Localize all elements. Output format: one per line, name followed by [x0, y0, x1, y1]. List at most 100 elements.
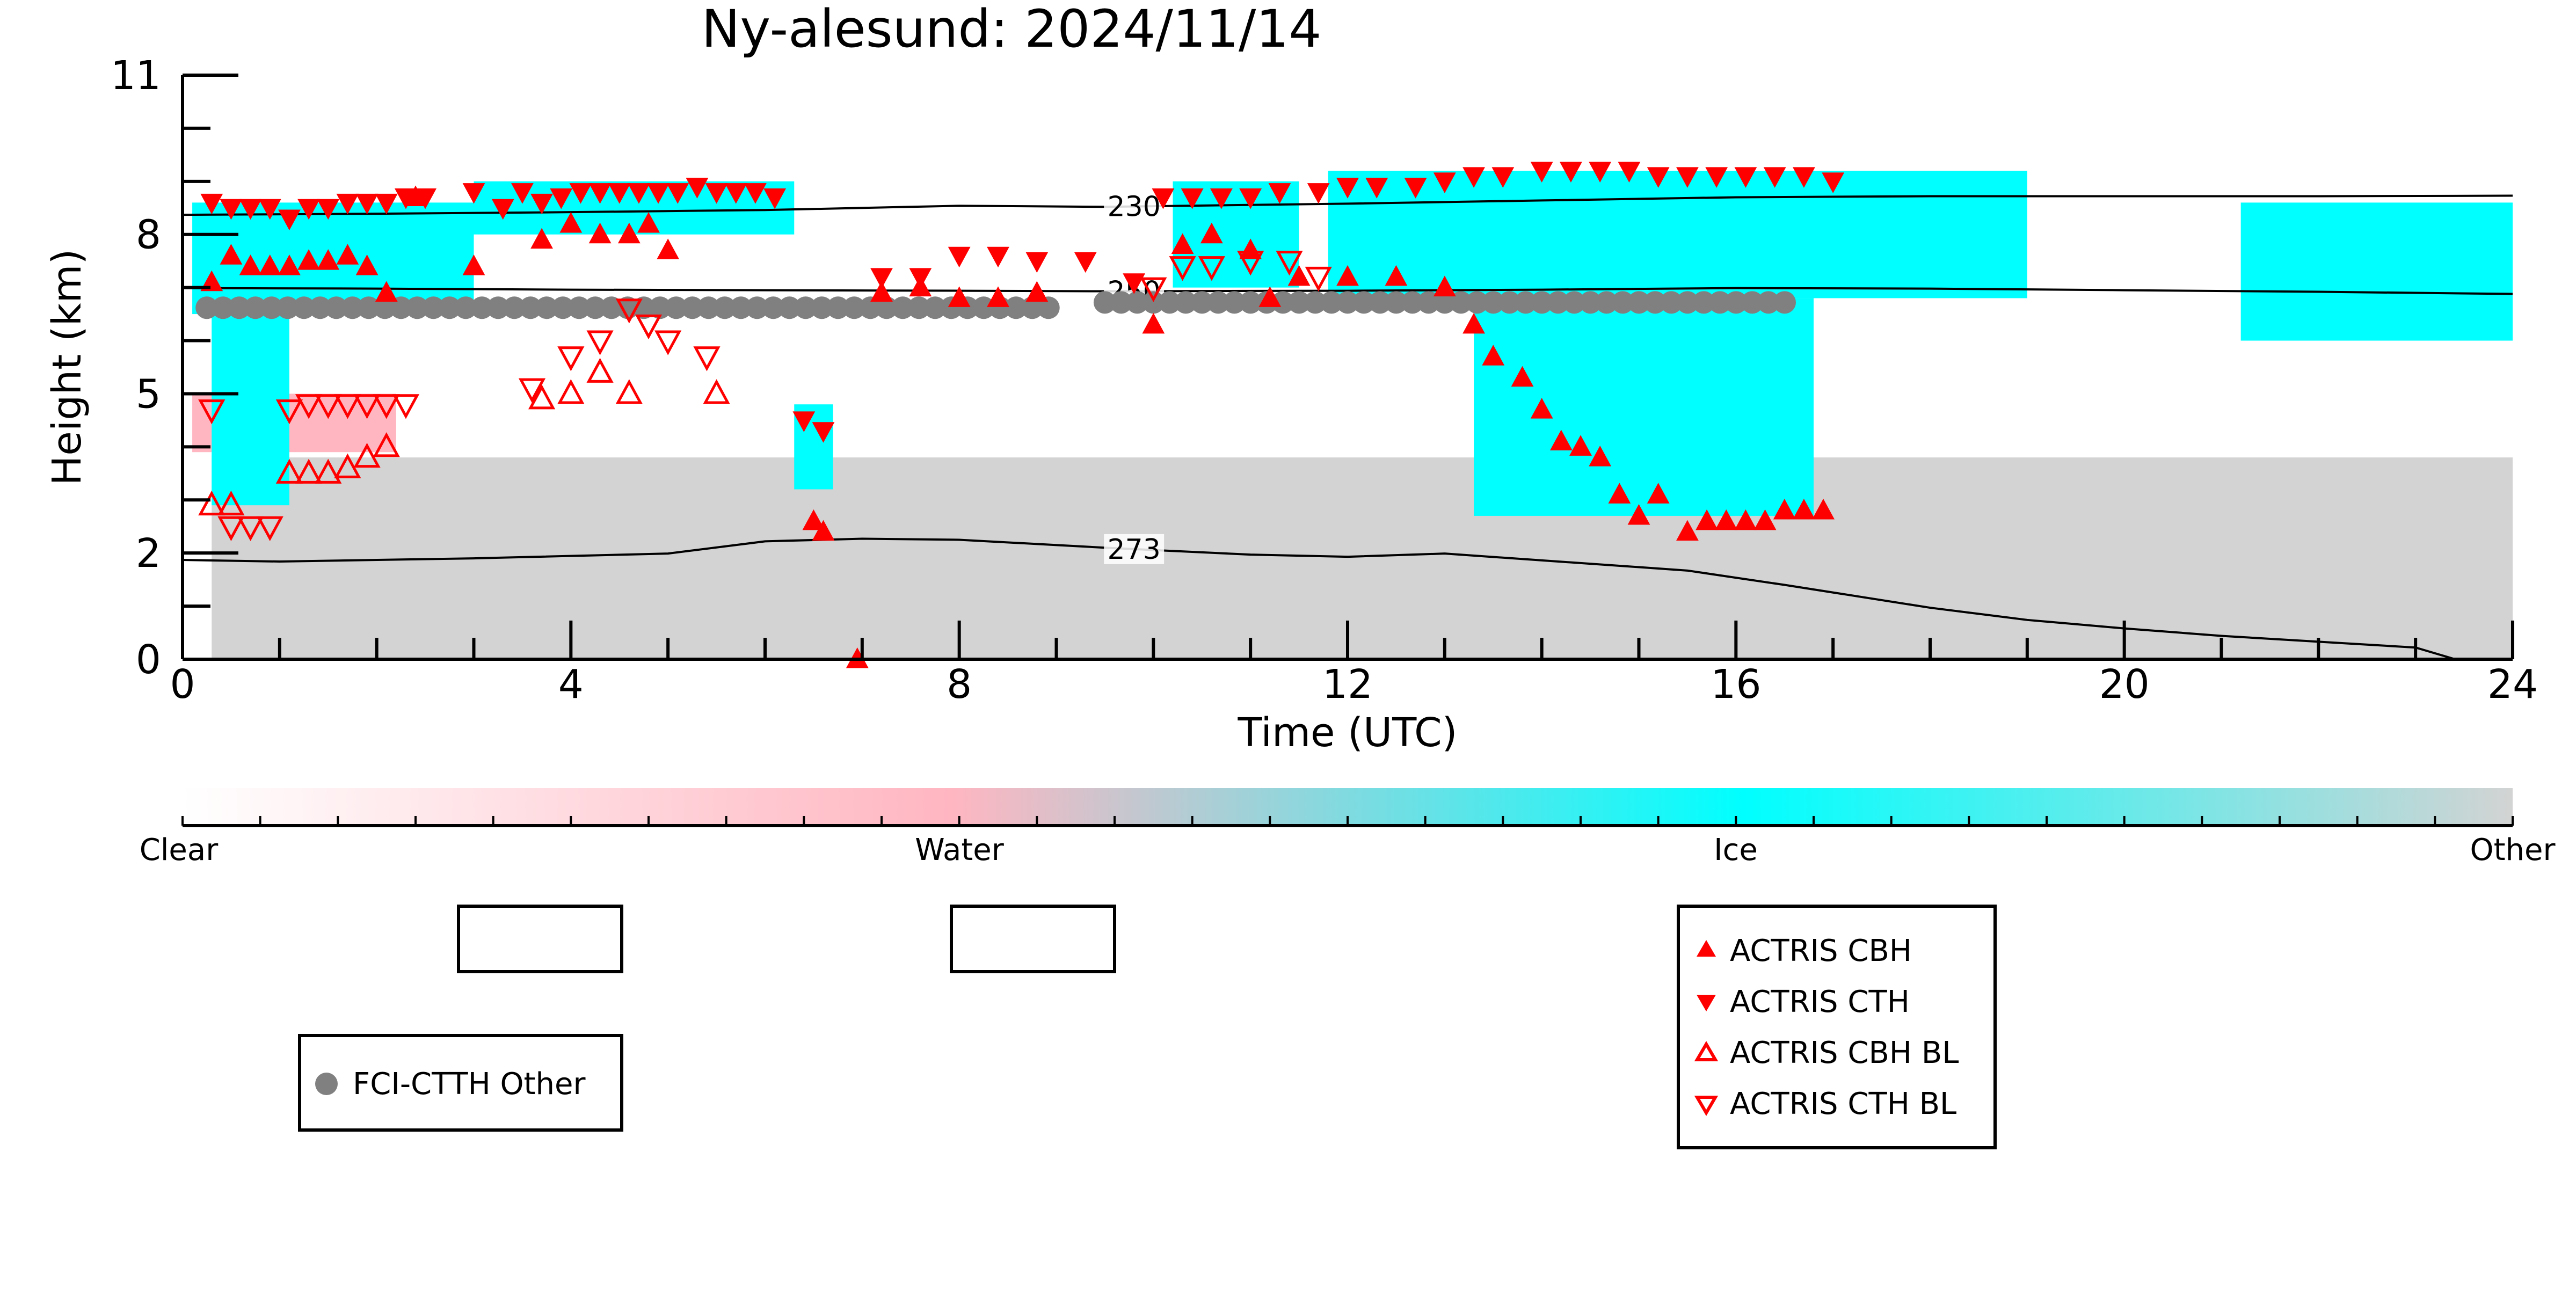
fci-ctth-other-point — [1563, 291, 1586, 314]
actris-cth-point — [336, 193, 359, 215]
actris-cbh-point — [637, 212, 660, 233]
actris-cbh-point — [297, 249, 320, 270]
actris-cth-point — [1793, 167, 1815, 188]
fci-ctth-other-point — [794, 296, 817, 319]
actris-cth-point — [1560, 162, 1582, 183]
fci-ctth-other-point — [1611, 291, 1634, 314]
actris-cth-bl-point — [198, 399, 225, 425]
legend-actris-frame — [1677, 905, 1997, 1149]
fci-ctth-other-point — [1174, 291, 1197, 314]
actris-cth-point — [1433, 172, 1456, 193]
fci-ctth-other-point — [746, 296, 769, 319]
actris-cth-point — [1025, 252, 1049, 273]
actris-cth-point — [1618, 162, 1641, 183]
fci-ctth-other-point — [486, 296, 510, 319]
fci-ctth-other-point — [406, 296, 429, 319]
fci-ctth-other-point — [1579, 291, 1602, 314]
actris-cbh-bl-point — [373, 432, 400, 457]
actris-cth-point — [1181, 188, 1204, 209]
fci-ctth-other-point — [1110, 291, 1133, 314]
actris-cth-bl-point — [392, 394, 420, 419]
fci-ctth-other-point — [1206, 291, 1229, 314]
actris-cbh-point — [1569, 435, 1592, 456]
fci-ctth-other-point — [778, 296, 801, 319]
fci-ctth-other-point — [1320, 291, 1343, 314]
y-tick-label: 0 — [136, 637, 161, 683]
actris-cbh-point — [336, 244, 359, 265]
actris-cbh-bl-point — [295, 458, 323, 484]
fci-ctth-other-point — [1037, 296, 1060, 319]
actris-cth-point — [569, 183, 592, 204]
actris-cbh-point — [1511, 366, 1534, 387]
fci-ctth-other-point — [843, 296, 866, 319]
actris-cth-point — [909, 268, 932, 289]
actris-cbh-point — [1627, 504, 1650, 525]
actris-cth-bl-point — [518, 378, 546, 403]
fci-ctth-other-point — [1093, 291, 1116, 314]
actris-cbh-point — [1482, 345, 1505, 366]
actris-cbh-point — [200, 270, 223, 291]
x-tick-label: 0 — [170, 661, 195, 708]
actris-cth-point — [1589, 162, 1612, 183]
fci-ctth-other-point — [1336, 291, 1359, 314]
actris-cbh-point — [987, 286, 1009, 307]
actris-cth-point — [686, 178, 709, 199]
actris-cbh-point — [375, 281, 398, 302]
actris-cbh-point — [802, 509, 825, 530]
actris-cth-point — [608, 183, 631, 204]
actris-cth-point — [1404, 178, 1427, 199]
fci-ctth-other-point — [1466, 291, 1489, 314]
actris-cth-point — [239, 199, 262, 220]
fci-ctth-other-point — [244, 296, 267, 319]
actris-cbh-point — [588, 222, 612, 244]
actris-cth-point — [395, 188, 417, 209]
actris-cth-bl-point — [1305, 266, 1332, 292]
fci-ctth-other-point — [1773, 291, 1796, 314]
isotherm-230-label-bg — [1104, 191, 1165, 222]
actris-cbh-point — [617, 222, 641, 244]
fci-ctth-other-point — [422, 296, 445, 319]
fci-ctth-other-point — [228, 296, 251, 319]
fci-ctth-other-point — [1482, 291, 1505, 314]
actris-cth-point — [870, 268, 893, 289]
fci-ctth-other-point — [713, 296, 736, 319]
legend-cth-bl-label: ACTRIS CTH BL — [1730, 1087, 1956, 1121]
actris-cth-point — [278, 209, 301, 231]
fci-ctth-other-point — [1126, 291, 1149, 314]
x-axis-label: Time (UTC) — [1237, 710, 1457, 756]
actris-cbh-point — [1385, 265, 1408, 286]
legend-actris: ACTRIS CBH ACTRIS CTH ACTRIS CBH BL ACTR… — [1677, 905, 1997, 1149]
actris-cbh-bl-point — [198, 490, 225, 516]
fci-ctth-other-point — [1643, 291, 1667, 314]
fci-ctth-other-point — [1724, 291, 1748, 314]
actris-cth-bl-point — [217, 516, 245, 541]
actris-cth-point — [1763, 167, 1786, 188]
region-ice-9 — [2240, 202, 2513, 341]
y-tick-label: 5 — [136, 371, 161, 417]
actris-cbh-point — [1142, 312, 1165, 334]
actris-cth-point — [1268, 183, 1291, 204]
actris-cbh-point — [870, 281, 893, 302]
fci-ctth-other-point — [293, 296, 316, 319]
fci-ctth-other-point — [1304, 291, 1327, 314]
fci-ctth-other-point — [875, 296, 898, 319]
actris-cth-bl-point — [1140, 277, 1167, 302]
fci-ctth-other-point — [1352, 291, 1376, 314]
fci-ctth-other-point — [503, 296, 526, 319]
legend-cbh-marker — [1697, 940, 1716, 957]
actris-cbh-point — [258, 254, 281, 275]
fci-ctth-other-point — [1627, 291, 1650, 314]
actris-cbh-point — [1812, 499, 1835, 520]
fci-ctth-other-point — [923, 296, 947, 319]
actris-cth-point — [792, 411, 816, 432]
actris-cth-bl-point — [237, 516, 264, 541]
fci-ctth-other-point — [1757, 291, 1780, 314]
isotherm-273-line — [183, 537, 2459, 659]
actris-cth-point — [763, 188, 786, 209]
fci-ctth-other-point — [276, 296, 299, 319]
colorbar-label-clear: Clear — [140, 833, 219, 868]
actris-cbh-point — [530, 228, 553, 249]
fci-ctth-other-point — [600, 296, 623, 319]
actris-cth-point — [1210, 188, 1233, 209]
